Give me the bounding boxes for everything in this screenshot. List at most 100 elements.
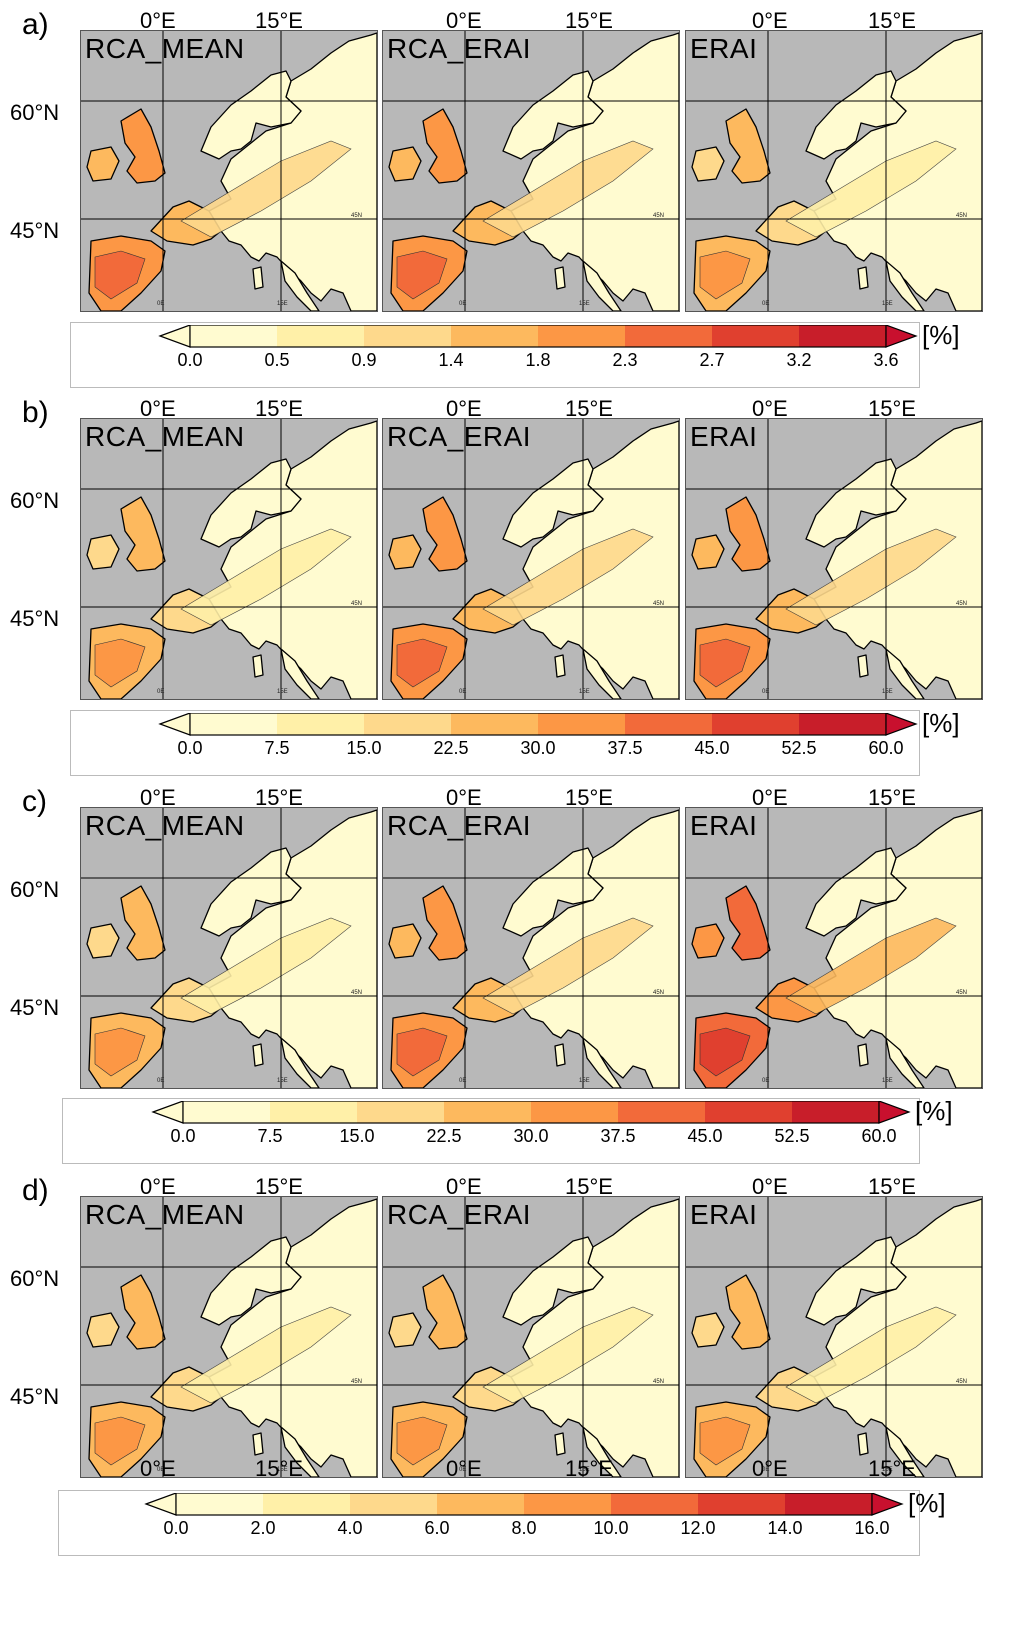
contour-iberia-core <box>699 1027 751 1077</box>
colorbar-tick-label: 10.0 <box>593 1518 629 1538</box>
lon-label: 0°E <box>446 8 482 33</box>
tiny-lon-label: 0E <box>762 301 770 307</box>
lon-label: 0°E <box>140 8 176 33</box>
colorbar-tick-label: 37.5 <box>600 1126 636 1146</box>
land-italy <box>582 648 622 699</box>
row-letter: a) <box>22 8 49 41</box>
contour-band <box>785 528 957 626</box>
lon-label: 0°E <box>140 396 176 421</box>
colorbar-segment <box>792 1101 879 1123</box>
map-svg <box>686 808 982 1088</box>
land-sardinia <box>252 1043 264 1067</box>
land-ireland <box>86 534 120 570</box>
colorbar-tick-label: 45.0 <box>687 1126 723 1146</box>
colorbar-tick-label: 7.5 <box>264 738 290 758</box>
lon-label: 0°E <box>140 785 176 810</box>
lon-label: 15°E <box>565 1174 613 1199</box>
land-sardinia <box>252 654 264 678</box>
land-scandinavia <box>502 458 604 548</box>
tiny-lon-label: 15E <box>277 689 288 695</box>
land-great-britain <box>422 496 468 572</box>
lon-label-bottom: 15°E <box>868 1456 916 1481</box>
colorbar-tick-label: 60.0 <box>868 738 904 758</box>
land-italy <box>885 1426 925 1477</box>
figure-row: a) 0°E 15°E 0°E 15°E 0°E 15°E 60°N 45°N RCA_MEAN 4… <box>0 0 1028 388</box>
map-panel: RCA_MEAN 45N 0E 15E <box>80 418 378 700</box>
lat-label: 45°N <box>10 606 60 631</box>
tiny-lon-label: 0E <box>459 1078 467 1084</box>
contour-iberia-core <box>699 1416 751 1466</box>
colorbar-tick-label: 0.0 <box>177 350 203 370</box>
contour-iberia-core <box>396 1027 448 1077</box>
colorbar-segment <box>263 1493 350 1515</box>
map-svg <box>81 1197 377 1477</box>
panel-title: RCA_MEAN <box>85 33 245 64</box>
contour-iberia-core <box>94 1416 146 1466</box>
tiny-lon-label: 0E <box>762 689 770 695</box>
panel-title: ERAI <box>690 1199 758 1230</box>
contour-band <box>785 140 957 238</box>
land-scandinavia <box>805 70 907 160</box>
lon-label: 15°E <box>565 8 613 33</box>
lon-label: 0°E <box>752 1174 788 1199</box>
land-ireland <box>691 534 725 570</box>
map-panel: ERAI 45N 0E 15E <box>685 807 983 1089</box>
contour-iberia-core <box>699 250 751 300</box>
colorbar-segment <box>698 1493 785 1515</box>
tiny-lon-label: 0E <box>459 689 467 695</box>
lat-label: 60°N <box>10 877 60 902</box>
land-scandinavia <box>805 1236 907 1326</box>
colorbar-tick-label: 30.0 <box>520 738 556 758</box>
land-ireland <box>86 923 120 959</box>
lon-label: 15°E <box>868 1174 916 1199</box>
colorbar-tick-label: 3.2 <box>786 350 812 370</box>
row-letter: b) <box>22 396 49 429</box>
colorbar-tick-label: 52.5 <box>781 738 817 758</box>
map-svg <box>383 1197 679 1477</box>
colorbar-segment <box>705 1101 792 1123</box>
land-great-britain <box>422 1274 468 1350</box>
colorbar-svg <box>144 1493 904 1516</box>
colorbar-over-arrow <box>878 1101 911 1124</box>
tiny-lon-label: 15E <box>579 301 590 307</box>
colorbar-segment <box>350 1493 437 1515</box>
panel-title: RCA_ERAI <box>387 810 532 841</box>
land-italy <box>885 648 925 699</box>
map-svg <box>383 31 679 311</box>
colorbar-segment <box>451 325 538 347</box>
land-italy <box>885 260 925 311</box>
contour-iberia-core <box>699 638 751 688</box>
contour-band <box>180 917 352 1015</box>
lon-label-bottom: 0°E <box>140 1456 176 1481</box>
tiny-lon-label: 0E <box>157 689 165 695</box>
land-ireland <box>86 146 120 182</box>
tiny-lon-label: 0E <box>157 301 165 307</box>
land-italy <box>280 260 320 311</box>
map-panel: RCA_ERAI 45N 0E 15E <box>382 418 680 700</box>
land-italy <box>582 1426 622 1477</box>
land-sardinia <box>857 1043 869 1067</box>
tiny-lon-label: 0E <box>762 1467 770 1473</box>
colorbar-segment <box>799 713 886 735</box>
map-svg <box>686 31 982 311</box>
colorbar-svg <box>158 713 918 736</box>
lat-label: 60°N <box>10 1266 60 1291</box>
colorbar-segment <box>451 713 538 735</box>
colorbar-tick-label: 60.0 <box>861 1126 897 1146</box>
map-svg <box>383 419 679 699</box>
tiny-lon-label: 0E <box>762 1078 770 1084</box>
colorbar-over-arrow <box>885 713 918 736</box>
map-svg <box>81 419 377 699</box>
colorbar-tick-label: 4.0 <box>337 1518 363 1538</box>
colorbar-tick-label: 3.6 <box>873 350 899 370</box>
land-italy <box>280 648 320 699</box>
tiny-lat-label: 45N <box>351 213 363 219</box>
colorbar-tick-label: 37.5 <box>607 738 643 758</box>
tiny-lon-label: 15E <box>882 689 893 695</box>
panel-title: RCA_MEAN <box>85 421 245 452</box>
colorbar-tick-label: 7.5 <box>257 1126 283 1146</box>
colorbar-under-arrow <box>158 325 191 348</box>
land-great-britain <box>725 1274 771 1350</box>
tiny-lat-label: 45N <box>956 213 968 219</box>
land-sardinia <box>554 1043 566 1067</box>
